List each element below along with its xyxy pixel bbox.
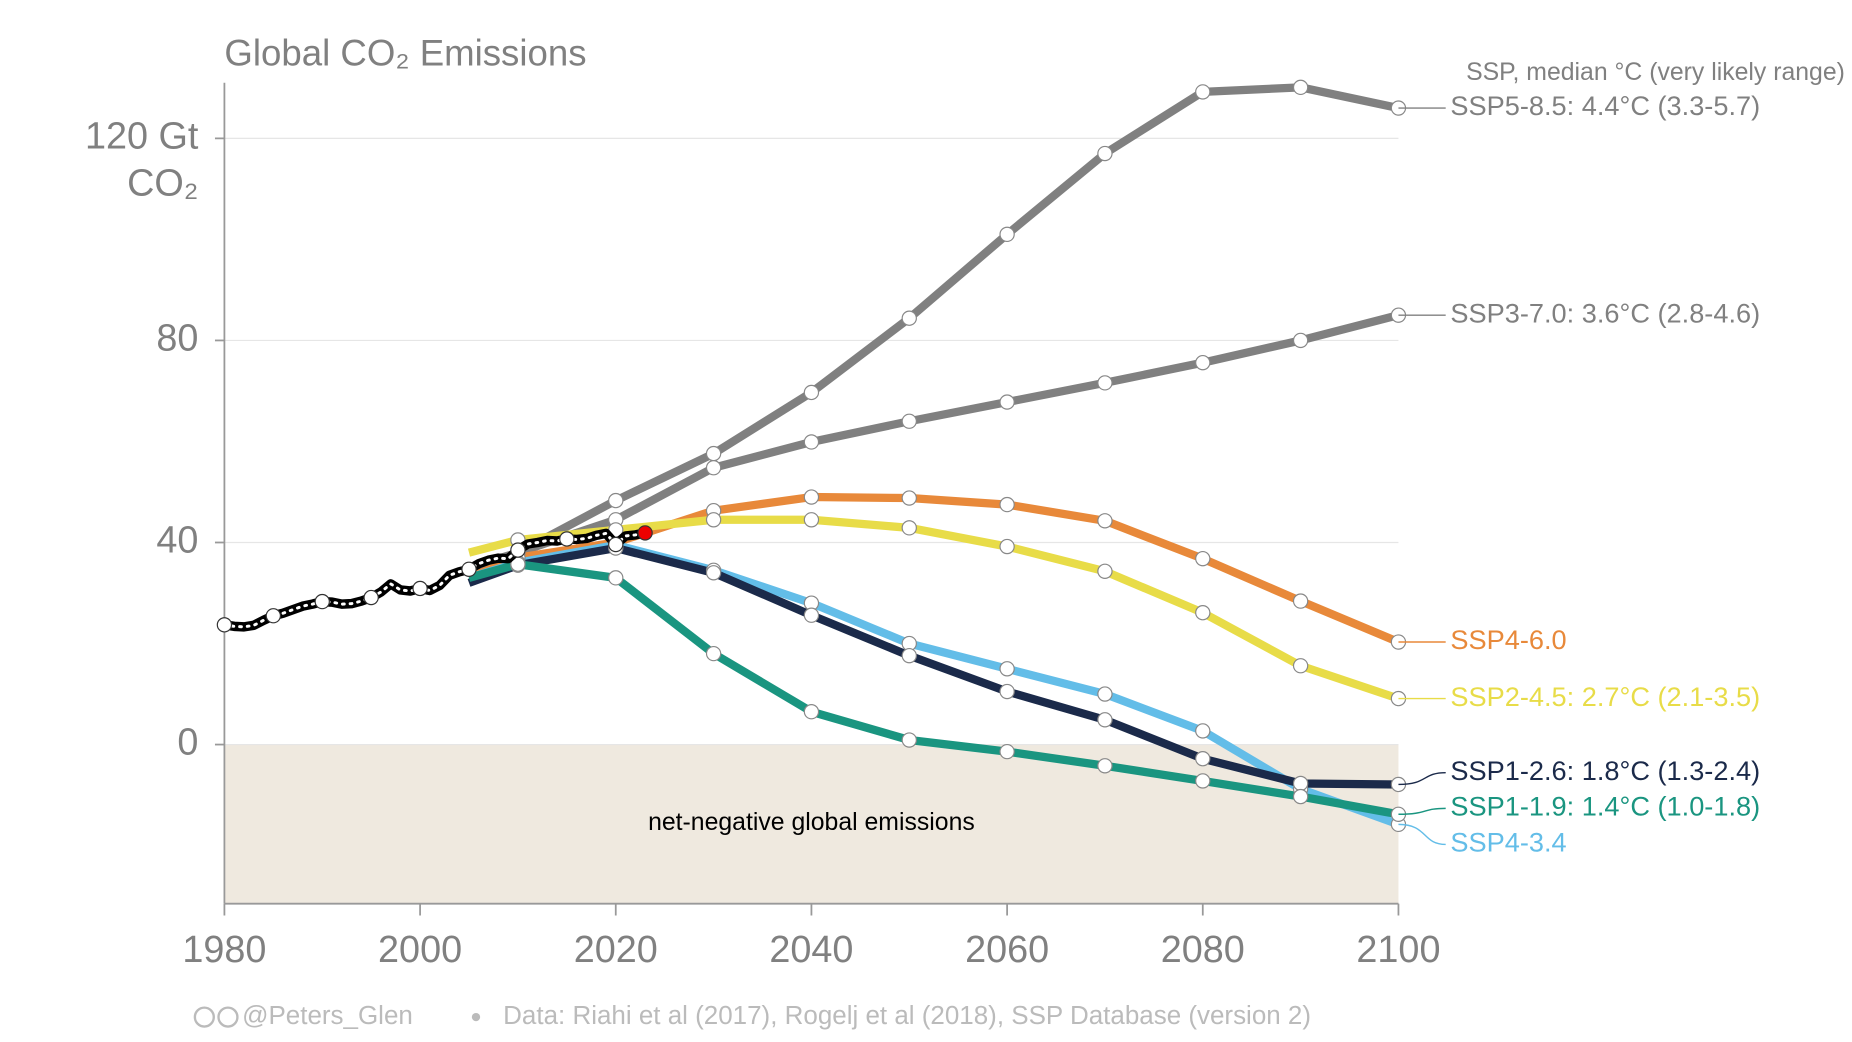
series-point xyxy=(705,460,722,476)
series-point xyxy=(999,226,1015,243)
historical-point xyxy=(510,542,526,558)
y-unit: CO₂ xyxy=(127,163,198,205)
series-point xyxy=(1195,84,1211,100)
series-point xyxy=(608,570,624,586)
legend-label: SSP1-2.6: 1.8°C (1.3-2.4) xyxy=(1450,755,1760,786)
y-tick-label: 40 xyxy=(156,519,198,561)
series-point xyxy=(705,565,722,581)
series-point xyxy=(608,492,624,509)
series-point xyxy=(803,704,820,720)
legend-label: SSP4-3.4 xyxy=(1450,827,1566,858)
legend-label: SSP3-7.0: 3.6°C (2.8-4.6) xyxy=(1450,297,1760,328)
separator xyxy=(471,1012,481,1022)
series-point xyxy=(1292,658,1309,674)
legend-label: SSP5-8.5: 4.4°C (3.3-5.7) xyxy=(1450,90,1760,121)
series-point xyxy=(803,489,820,505)
series-point xyxy=(705,445,722,462)
x-tick-label: 2060 xyxy=(965,929,1049,971)
label-leader xyxy=(1398,771,1446,786)
series-point xyxy=(1097,145,1113,162)
historical-point xyxy=(608,536,624,553)
series-point xyxy=(901,520,917,536)
series-point xyxy=(705,512,722,528)
historical-point xyxy=(216,617,233,633)
footer: @Peters_Glen Data: Riahi et al (2017), R… xyxy=(193,1000,1311,1030)
series-point xyxy=(901,647,917,664)
annotation: net-negative global emissions xyxy=(648,809,975,836)
legend-label: SSP4-6.0 xyxy=(1450,624,1566,655)
series-point xyxy=(1195,354,1211,371)
historical-point xyxy=(637,525,653,541)
historical-point xyxy=(461,561,477,577)
by-icon xyxy=(217,1006,239,1028)
historical-point xyxy=(559,531,575,547)
legend-title: SSP, median °C (very likely range) xyxy=(1466,59,1845,86)
label-leader xyxy=(1398,807,1446,815)
historical-point xyxy=(314,593,330,610)
legend-label: SSP1-1.9: 1.4°C (1.0-1.8) xyxy=(1450,791,1760,822)
y-tick-label: 0 xyxy=(177,722,198,764)
series-point xyxy=(1097,758,1113,774)
historical-dots xyxy=(222,531,647,629)
series-point xyxy=(901,310,917,326)
credit: @Peters_Glen xyxy=(242,1000,413,1030)
series-point xyxy=(705,645,722,662)
series-point xyxy=(1195,605,1211,621)
series-point xyxy=(1292,593,1309,609)
series-point xyxy=(1097,686,1113,702)
x-tick-label: 2040 xyxy=(769,929,853,971)
x-tick-label: 2020 xyxy=(574,929,658,971)
negative-region xyxy=(224,744,1399,904)
series-point xyxy=(999,394,1015,410)
series-point xyxy=(999,538,1015,555)
series-point xyxy=(901,490,917,506)
chart-title: Global CO₂ Emissions xyxy=(224,32,586,73)
series-point xyxy=(1195,773,1211,789)
series-point xyxy=(1097,513,1113,529)
series-point xyxy=(1195,550,1211,567)
series-point xyxy=(803,512,820,528)
series-point xyxy=(1097,375,1113,391)
y-tick-label: 120 Gt xyxy=(85,115,199,157)
x-tick-label: 1980 xyxy=(182,929,266,971)
historical-point xyxy=(363,589,379,606)
x-tick-label: 2080 xyxy=(1161,929,1245,971)
series-point xyxy=(803,607,820,623)
series-point xyxy=(901,413,917,429)
cc-icon xyxy=(193,1006,215,1028)
series-point xyxy=(999,661,1015,677)
series-point xyxy=(1292,788,1309,805)
series-point xyxy=(1195,723,1211,739)
y-tick-label: 80 xyxy=(156,317,198,359)
legend-label: SSP2-4.5: 2.7°C (2.1-3.5) xyxy=(1450,681,1760,712)
x-tick-label: 2000 xyxy=(378,929,462,971)
label-leader xyxy=(1398,823,1446,846)
series-point xyxy=(1097,563,1113,579)
series-point xyxy=(803,434,820,450)
x-tick-label: 2100 xyxy=(1356,929,1440,971)
source: Data: Riahi et al (2017), Rogelj et al (… xyxy=(503,1000,1311,1030)
historical-point xyxy=(412,580,428,597)
series-point xyxy=(999,496,1015,513)
series-point xyxy=(1195,751,1211,767)
series-point xyxy=(1292,332,1309,349)
series-point xyxy=(901,732,917,748)
series-point xyxy=(1292,775,1309,792)
historical-point xyxy=(265,608,282,624)
series-point xyxy=(803,384,820,401)
series-point xyxy=(999,743,1015,760)
series-point xyxy=(1292,79,1309,96)
series-point xyxy=(999,683,1015,700)
series-point xyxy=(1097,712,1113,728)
